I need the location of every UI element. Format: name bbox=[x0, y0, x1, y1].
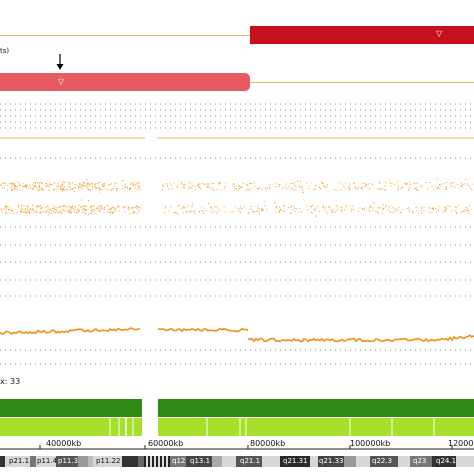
track-count-label: x: 33 bbox=[0, 377, 21, 386]
segment-bar-second[interactable]: ▽ bbox=[0, 73, 250, 91]
collapse-triangle-icon-2[interactable]: ▽ bbox=[58, 77, 65, 86]
collapse-triangle-icon[interactable]: ▽ bbox=[436, 29, 443, 38]
axis-tick-label: 80000kb bbox=[250, 439, 286, 448]
band-label: q21.31 bbox=[283, 457, 308, 465]
axis-tick-label: 60000kb bbox=[148, 439, 184, 448]
axis-tick-label: 40000kb bbox=[46, 439, 82, 448]
band-label: q21.1 bbox=[240, 457, 261, 465]
track-label-fragment: ts) bbox=[0, 47, 10, 55]
band-label: q24.1 bbox=[436, 457, 457, 465]
chromosome-ideogram[interactable]: p21.1 p11.4 p11.3 p11.22 q12 q13.1 q21.1… bbox=[0, 456, 474, 467]
coverage-dark-right bbox=[158, 399, 474, 417]
guide-line-top bbox=[0, 35, 250, 36]
band-label: q21.33 bbox=[319, 457, 344, 465]
coverage-light-right bbox=[158, 418, 474, 436]
band-label: q13.1 bbox=[190, 457, 211, 465]
band-label: p11.3 bbox=[58, 457, 79, 465]
axis-tick-label: 120000k bbox=[448, 439, 474, 448]
band-label: q12 bbox=[172, 457, 186, 465]
band-label: q22.3 bbox=[372, 457, 393, 465]
band-label: p21.1 bbox=[9, 457, 30, 465]
coverage-dark-left bbox=[0, 399, 142, 417]
band-label: p11.4 bbox=[37, 457, 58, 465]
band-label: p11.22 bbox=[96, 457, 121, 465]
band-label: q23 bbox=[413, 457, 427, 465]
coverage-light-left bbox=[0, 418, 142, 436]
axis-tick-label: 100000kb bbox=[350, 439, 391, 448]
segment-bar-top[interactable]: ▽ bbox=[250, 26, 474, 44]
guide-line-second bbox=[250, 82, 474, 83]
